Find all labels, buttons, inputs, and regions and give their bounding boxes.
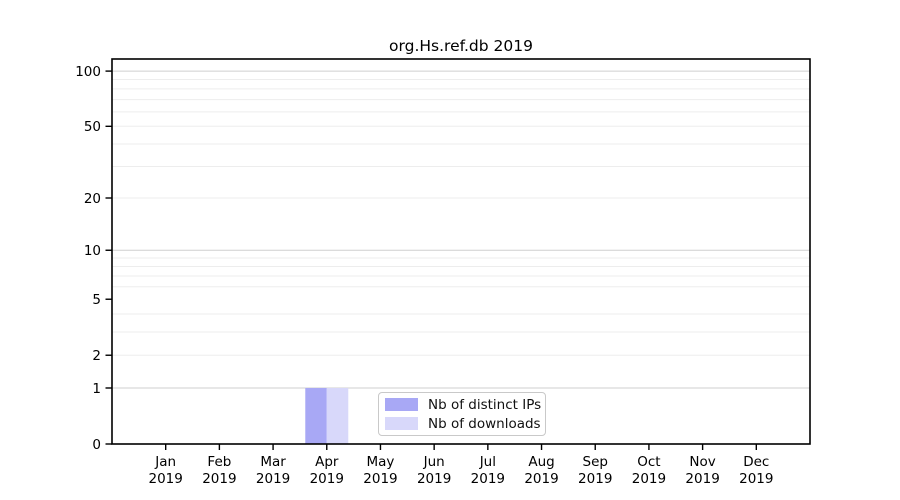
legend-swatch-downloads [385,417,418,430]
x-tick-label-year: 2019 [739,471,773,487]
y-tick-label: 1 [92,381,101,397]
y-tick-label: 50 [84,119,101,135]
x-tick-label-year: 2019 [578,471,612,487]
y-tick-label: 0 [92,437,101,453]
x-tick-label-month: Nov [689,454,715,470]
x-tick-label-month: Oct [637,454,660,470]
x-tick-label-month: Jun [423,454,445,470]
x-tick-label-year: 2019 [310,471,344,487]
legend-label-distinct-ips: Nb of distinct IPs [428,396,542,413]
x-tick-label-month: Dec [743,454,769,470]
legend-swatch-distinct-ips [385,398,418,411]
x-tick-label-month: Jan [154,454,176,470]
x-tick-label-year: 2019 [256,471,290,487]
y-tick-label: 100 [75,64,101,80]
y-tick-label: 20 [84,191,101,207]
y-tick-label: 5 [92,292,101,308]
x-tick-label-year: 2019 [471,471,505,487]
x-tick-label-year: 2019 [149,471,183,487]
legend-label-downloads: Nb of downloads [428,415,541,432]
legend: Nb of distinct IPs Nb of downloads [378,392,546,436]
x-tick-label-year: 2019 [417,471,451,487]
chart-title: org.Hs.ref.db 2019 [389,37,533,55]
x-tick-label-year: 2019 [685,471,719,487]
y-tick-label: 10 [84,243,101,259]
x-tick-label-month: Feb [207,454,231,470]
legend-entry-distinct-ips: Nb of distinct IPs [385,398,545,412]
x-tick-label-month: May [367,454,395,470]
x-tick-label-month: Jul [479,454,496,470]
x-tick-label-year: 2019 [363,471,397,487]
legend-entry-downloads: Nb of downloads [385,417,545,431]
x-tick-label-year: 2019 [524,471,558,487]
x-tick-label-month: Apr [315,454,339,470]
bar-distinct-ips [305,387,327,444]
x-tick-label-month: Aug [528,454,554,470]
x-tick-label-year: 2019 [632,471,666,487]
x-tick-label-month: Mar [260,454,286,470]
bar-downloads [326,387,349,444]
y-tick-label: 2 [92,348,101,364]
x-tick-label-year: 2019 [202,471,236,487]
plot-border [111,58,811,445]
x-tick-label-month: Sep [583,454,608,470]
